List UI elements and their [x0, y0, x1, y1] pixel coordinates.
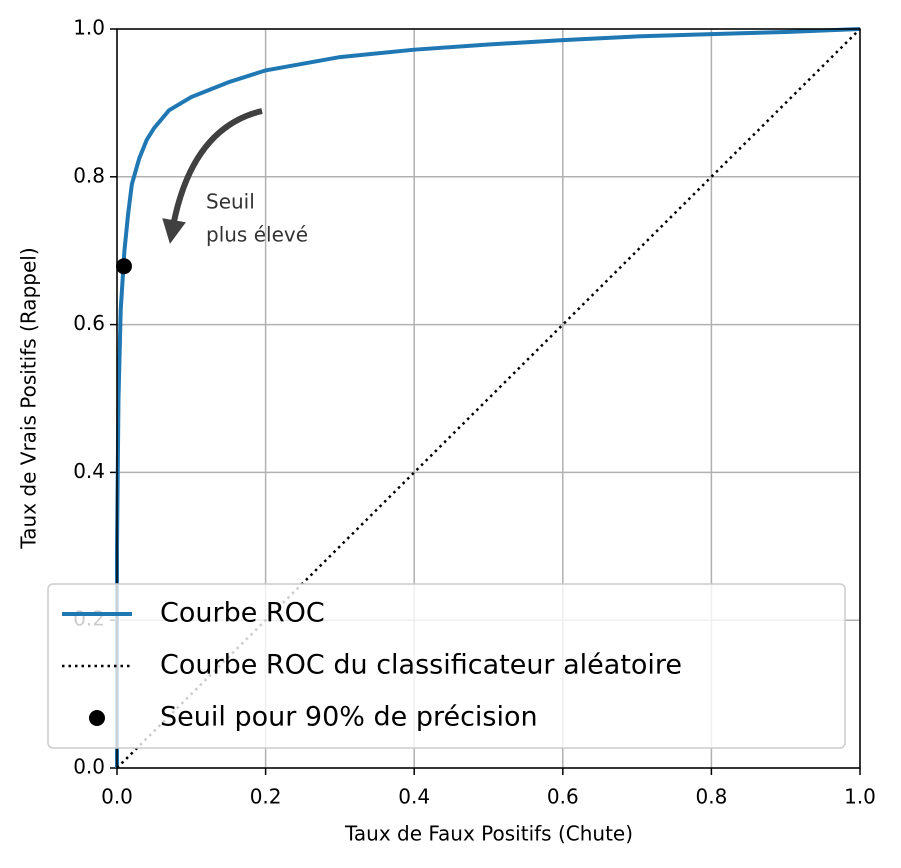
- y-axis-label: Taux de Vrais Positifs (Rappel): [17, 247, 41, 549]
- x-tick-label: 1.0: [844, 785, 876, 809]
- annotation-arrow: [162, 108, 263, 244]
- legend: Courbe ROC Courbe ROC du classificateur a…: [47, 583, 846, 749]
- x-tick-label: 0.8: [695, 785, 727, 809]
- annotation: plus élevé: [206, 223, 308, 247]
- legend-label: Courbe ROC: [160, 598, 325, 629]
- legend-label: Courbe ROC du classificateur aléatoire: [160, 650, 682, 681]
- legend-label: Seuil pour 90% de précision: [160, 702, 538, 733]
- legend-box: [47, 583, 846, 749]
- x-tick-label: 0.0: [101, 785, 133, 809]
- x-tick-label: 0.6: [547, 785, 579, 809]
- y-tick-label: 0.4: [73, 459, 105, 483]
- plot-frame: [116, 28, 861, 769]
- line-series: [116, 28, 861, 769]
- annotation: Seuil: [206, 190, 255, 214]
- y-tick-label: 0.6: [73, 311, 105, 335]
- y-tick-label: 1.0: [73, 16, 105, 40]
- x-tick-label: 0.2: [250, 785, 282, 809]
- y-tick-label: 0.0: [73, 755, 105, 779]
- x-axis-label: Taux de Faux Positifs (Chute): [344, 822, 633, 846]
- threshold-point: [115, 258, 132, 275]
- line-series: [115, 27, 861, 768]
- y-tick-label: 0.8: [73, 163, 105, 187]
- x-tick-label: 0.4: [398, 785, 430, 809]
- legend-marker: [89, 710, 105, 726]
